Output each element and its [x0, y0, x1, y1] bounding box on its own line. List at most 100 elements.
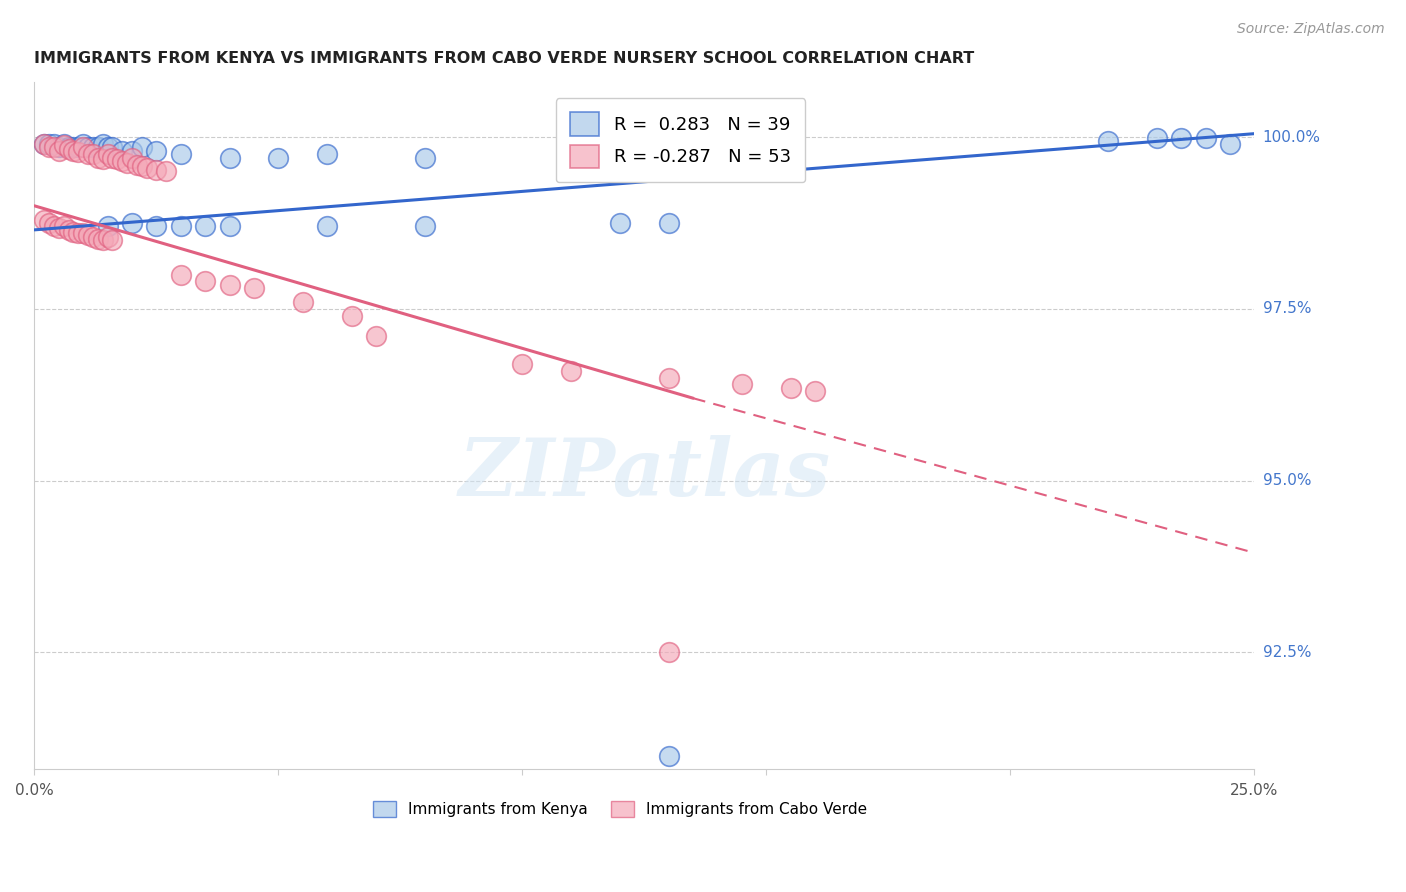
Point: [91, 136, 114, 151]
Point: [135, 161, 157, 175]
Text: 95.0%: 95.0%: [1263, 473, 1312, 488]
Point: [48, 144, 70, 158]
Point: [67, 227, 90, 241]
Legend: Immigrants from Kenya, Immigrants from Cabo Verde: Immigrants from Kenya, Immigrants from C…: [367, 795, 873, 823]
Point: [115, 156, 138, 170]
Point: [62, 144, 84, 158]
Point: [32, 136, 55, 151]
Point: [731, 377, 754, 392]
Point: [170, 268, 193, 282]
Point: [32, 212, 55, 227]
Point: [170, 147, 193, 161]
Point: [1194, 131, 1216, 145]
Point: [658, 216, 681, 230]
Point: [125, 158, 148, 172]
Point: [62, 140, 84, 154]
Point: [218, 277, 240, 292]
Point: [42, 219, 65, 234]
Point: [560, 364, 582, 378]
Point: [82, 140, 104, 154]
Point: [804, 384, 827, 399]
Text: 97.5%: 97.5%: [1263, 301, 1312, 317]
Point: [52, 219, 75, 234]
Point: [155, 164, 177, 178]
Point: [658, 748, 681, 763]
Text: 100.0%: 100.0%: [1263, 129, 1320, 145]
Point: [62, 225, 84, 239]
Point: [243, 281, 266, 295]
Point: [145, 144, 167, 158]
Point: [101, 233, 124, 247]
Point: [38, 136, 60, 151]
Point: [32, 136, 55, 151]
Text: IMMIGRANTS FROM KENYA VS IMMIGRANTS FROM CABO VERDE NURSERY SCHOOL CORRELATION C: IMMIGRANTS FROM KENYA VS IMMIGRANTS FROM…: [34, 51, 974, 66]
Point: [218, 151, 240, 165]
Point: [291, 295, 314, 310]
Point: [52, 136, 75, 151]
Point: [658, 370, 681, 384]
Text: ZIPatlas: ZIPatlas: [458, 435, 831, 513]
Point: [48, 140, 70, 154]
Point: [42, 140, 65, 154]
Text: 92.5%: 92.5%: [1263, 645, 1312, 660]
Point: [52, 138, 75, 153]
Point: [48, 220, 70, 235]
Point: [72, 227, 94, 241]
Point: [364, 329, 387, 343]
Point: [170, 219, 193, 234]
Point: [67, 145, 90, 160]
Point: [1219, 136, 1241, 151]
Point: [267, 151, 290, 165]
Point: [82, 229, 104, 244]
Point: [194, 219, 217, 234]
Point: [1097, 134, 1119, 148]
Point: [58, 140, 80, 154]
Point: [97, 140, 120, 154]
Point: [194, 274, 217, 288]
Point: [77, 227, 100, 242]
Point: [121, 151, 143, 165]
Point: [38, 140, 60, 154]
Point: [1146, 131, 1168, 145]
Point: [72, 140, 94, 154]
Point: [67, 140, 90, 154]
Point: [87, 140, 110, 154]
Point: [91, 233, 114, 247]
Point: [77, 140, 100, 154]
Point: [316, 147, 339, 161]
Point: [340, 309, 363, 323]
Point: [512, 357, 534, 371]
Point: [82, 147, 104, 161]
Point: [658, 645, 681, 659]
Point: [101, 140, 124, 154]
Point: [77, 147, 100, 161]
Point: [97, 147, 120, 161]
Point: [101, 151, 124, 165]
Point: [111, 144, 134, 158]
Point: [91, 152, 114, 166]
Point: [1170, 130, 1192, 145]
Point: [58, 223, 80, 237]
Point: [131, 159, 153, 173]
Point: [87, 151, 110, 165]
Point: [316, 219, 339, 234]
Point: [121, 144, 143, 158]
Text: Source: ZipAtlas.com: Source: ZipAtlas.com: [1237, 22, 1385, 37]
Point: [218, 219, 240, 234]
Point: [58, 143, 80, 157]
Point: [145, 163, 167, 178]
Point: [72, 136, 94, 151]
Point: [609, 216, 631, 230]
Point: [42, 136, 65, 151]
Point: [779, 381, 801, 395]
Point: [121, 216, 143, 230]
Point: [97, 219, 120, 234]
Point: [105, 152, 128, 166]
Point: [413, 219, 436, 234]
Point: [97, 229, 120, 244]
Point: [87, 232, 110, 246]
Point: [413, 151, 436, 165]
Point: [131, 140, 153, 154]
Point: [145, 219, 167, 234]
Point: [111, 154, 134, 169]
